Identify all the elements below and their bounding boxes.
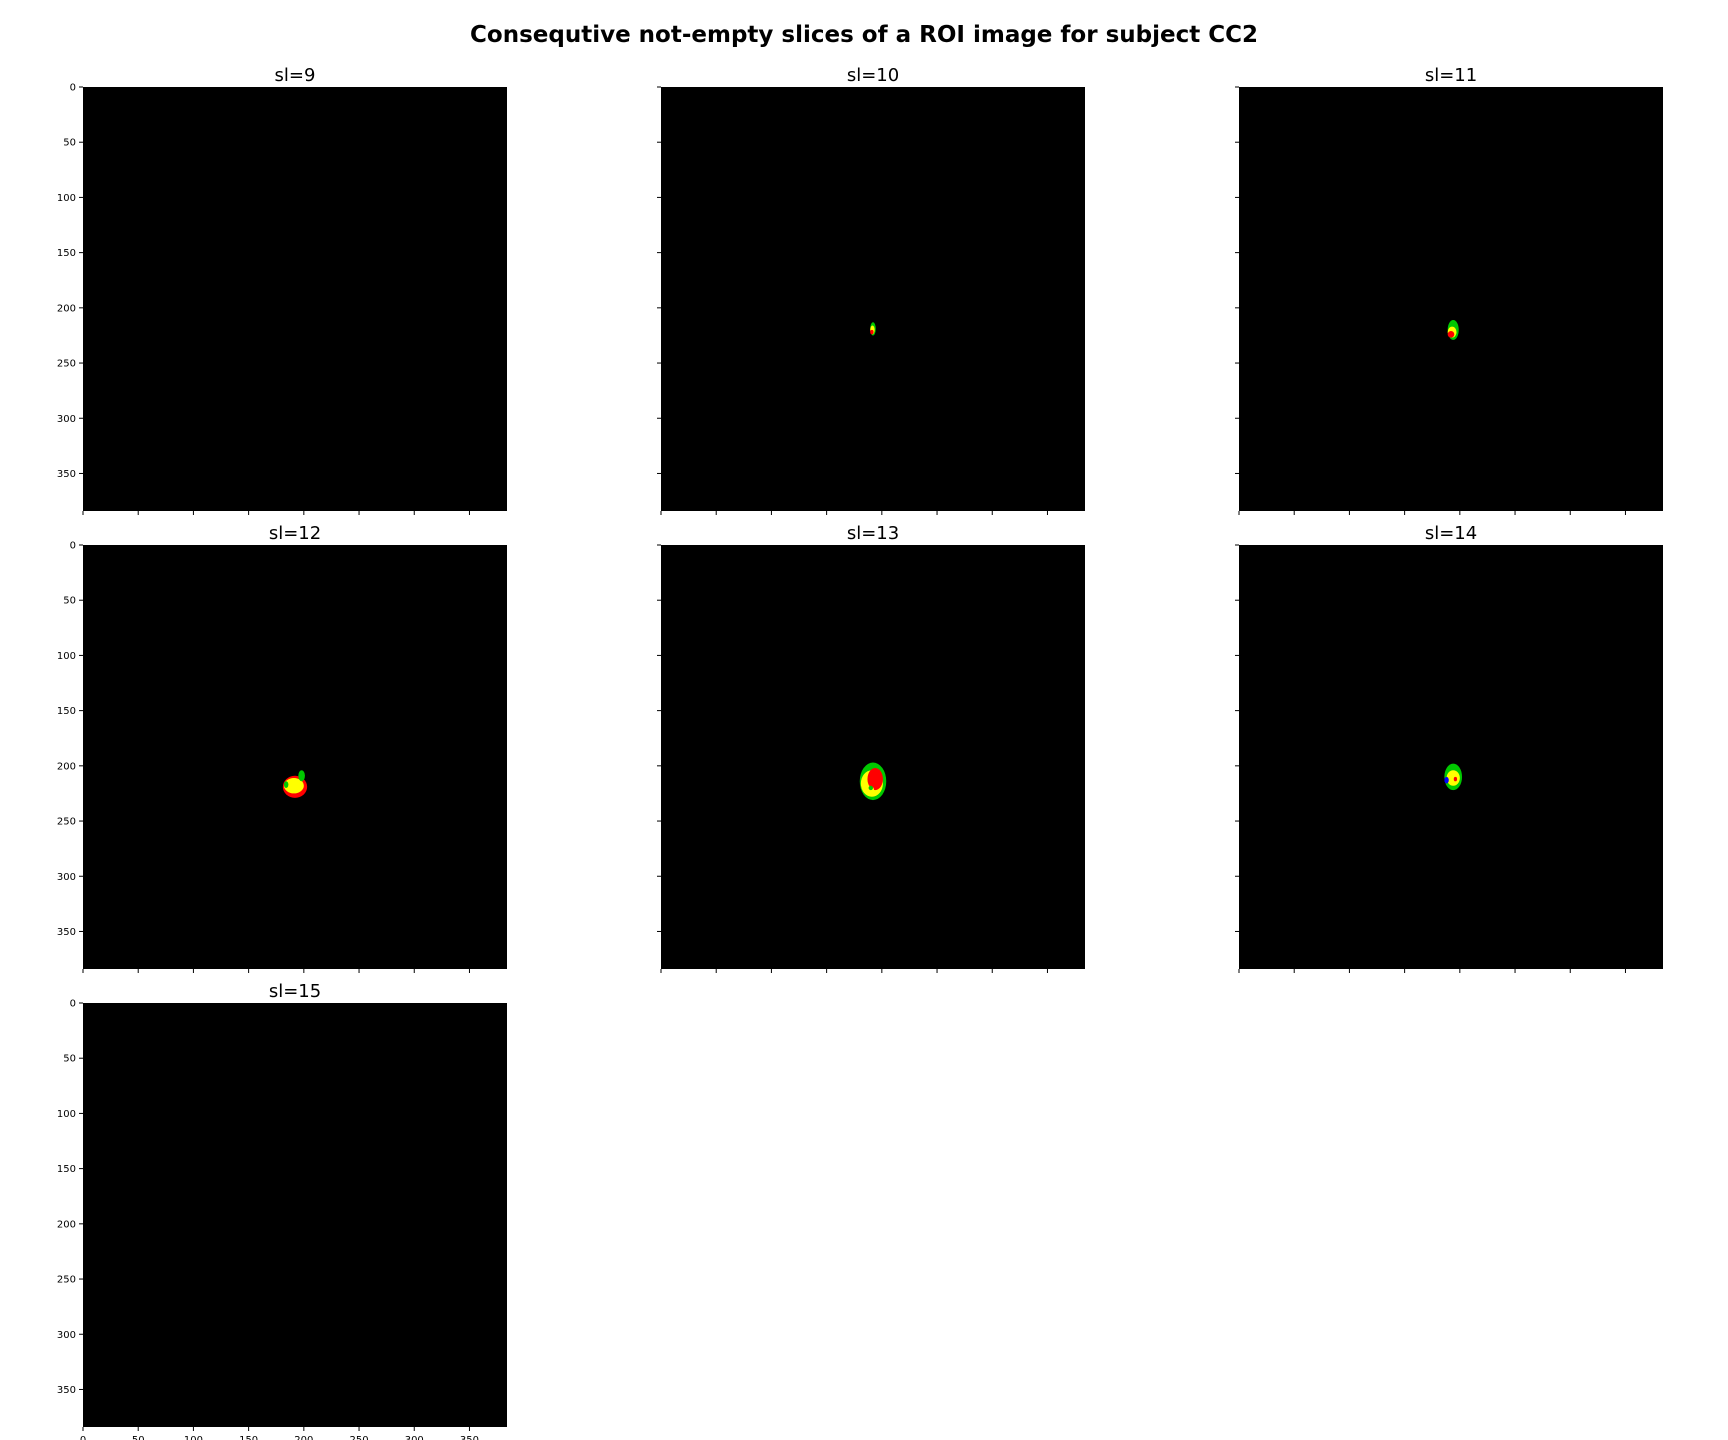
y-tick-label: 300: [57, 872, 76, 883]
x-tick-label: 50: [132, 1435, 145, 1440]
y-tick-label: 350: [57, 469, 76, 480]
y-tick-label: 150: [57, 706, 76, 717]
y-tick-label: 200: [57, 303, 76, 314]
y-tick-label: 100: [57, 193, 76, 204]
y-tick-label: 150: [57, 1164, 76, 1175]
y-tick-label: 250: [57, 1275, 76, 1286]
y-tick-label: 50: [63, 1054, 76, 1065]
panel-image: [1239, 545, 1663, 969]
x-tick-label: 350: [460, 1435, 479, 1440]
panel-image: [661, 545, 1085, 969]
x-tick-label: 300: [405, 1435, 424, 1440]
panel-sl-11: sl=11: [1235, 65, 1663, 515]
roi-blob: [298, 770, 305, 782]
y-tick-label: 250: [57, 359, 76, 370]
y-tick-label: 150: [57, 248, 76, 259]
panel-sl-14: sl=14: [1235, 523, 1663, 973]
panel-title: sl=9: [275, 65, 316, 86]
panel-title: sl=14: [1425, 523, 1477, 544]
y-tick-label: 250: [57, 817, 76, 828]
panel-title: sl=13: [847, 523, 899, 544]
y-tick-label: 0: [70, 541, 76, 552]
y-tick-label: 350: [57, 927, 76, 938]
y-tick-label: 200: [57, 761, 76, 772]
x-tick-label: 0: [80, 1435, 86, 1440]
x-tick-label: 150: [239, 1435, 258, 1440]
roi-blob: [1446, 770, 1460, 786]
x-tick-label: 100: [184, 1435, 203, 1440]
roi-blob: [283, 777, 304, 794]
y-tick-label: 200: [57, 1219, 76, 1230]
panel-title: sl=10: [847, 65, 899, 86]
y-tick-label: 350: [57, 1385, 76, 1396]
y-tick-label: 0: [70, 83, 76, 94]
figure-title: Consequtive not-empty slices of a ROI im…: [470, 22, 1258, 48]
roi-blob: [1453, 776, 1458, 782]
y-tick-label: 50: [63, 596, 76, 607]
y-tick-label: 300: [57, 1330, 76, 1341]
y-tick-label: 100: [57, 651, 76, 662]
panel-title: sl=15: [269, 981, 321, 1002]
y-tick-label: 50: [63, 138, 76, 149]
panel-title: sl=11: [1425, 65, 1477, 86]
panel-sl-9: sl=9 0 50 100 150 200 250 300 350: [57, 65, 507, 515]
panel-sl-15: sl=15 0 50 100 150 200 250 300 350 0 50 100 150 200 25…: [57, 981, 507, 1440]
panel-sl-13: sl=13: [657, 523, 1085, 973]
panel-image: [83, 87, 507, 511]
y-tick-label: 100: [57, 1109, 76, 1120]
roi-blob: [283, 781, 289, 788]
panel-image: [83, 1003, 507, 1427]
roi-blob: [870, 329, 874, 335]
y-tick-label: 300: [57, 414, 76, 425]
panel-title: sl=12: [269, 523, 321, 544]
roi-blob: [1444, 776, 1449, 784]
roi-blob: [1447, 331, 1455, 338]
roi-blob: [867, 768, 883, 791]
panel-image: [1239, 87, 1663, 511]
panel-image: [83, 545, 507, 969]
roi-blob: [868, 785, 874, 791]
x-tick-label: 200: [294, 1435, 313, 1440]
panel-sl-10: sl=10: [657, 65, 1085, 515]
y-tick-label: 0: [70, 999, 76, 1010]
x-tick-label: 250: [349, 1435, 368, 1440]
panel-sl-12: sl=12 0 50 100 150 200 250 300 350: [57, 523, 507, 973]
panel-image: [661, 87, 1085, 511]
